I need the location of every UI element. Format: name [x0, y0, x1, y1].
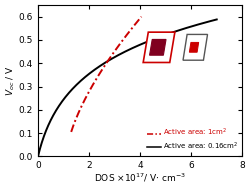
Polygon shape: [189, 42, 199, 52]
Y-axis label: $V_{oc}$ / V: $V_{oc}$ / V: [5, 65, 17, 96]
Polygon shape: [183, 34, 208, 60]
X-axis label: DOS $\times10^{17}$/ V$\cdot$ cm$^{-3}$: DOS $\times10^{17}$/ V$\cdot$ cm$^{-3}$: [94, 172, 186, 184]
Polygon shape: [143, 32, 175, 63]
Legend: Active area: 1cm$^2$, Active area: 0.16cm$^2$: Active area: 1cm$^2$, Active area: 0.16c…: [147, 127, 239, 152]
Polygon shape: [150, 40, 166, 55]
